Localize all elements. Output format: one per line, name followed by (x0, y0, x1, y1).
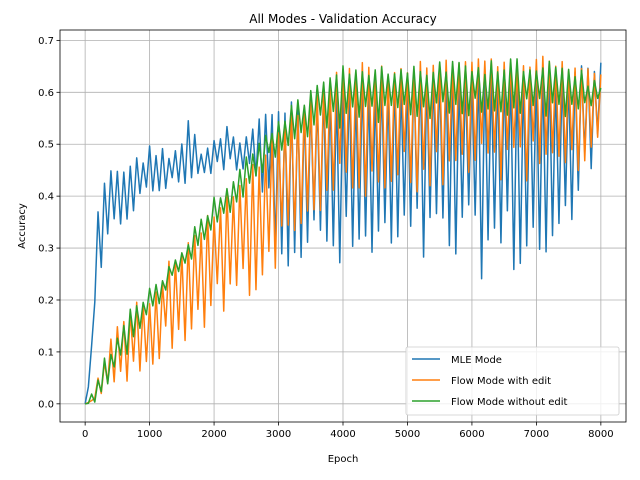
y-tick-label: 0.5 (38, 140, 54, 151)
x-tick-label: 2000 (201, 429, 226, 440)
series-line-2 (85, 58, 602, 405)
legend-box (405, 346, 620, 416)
x-tick-label: 1000 (137, 429, 162, 440)
y-tick-label: 0.4 (38, 192, 54, 203)
y-tick-label: 0.6 (38, 88, 54, 99)
x-tick-label: 0 (82, 429, 88, 440)
x-tick-label: 8000 (588, 429, 613, 440)
chart-title: All Modes - Validation Accuracy (249, 12, 436, 26)
axis-ticks: 0 1000 2000 3000 4000 5000 6000 7000 8000 0.0 0.1 0… (38, 36, 613, 440)
x-tick-label: 7000 (524, 429, 549, 440)
y-tick-label: 0.2 (38, 295, 54, 306)
y-tick-label: 0.3 (38, 244, 54, 255)
legend-label-flow-no-edit: Flow Mode without edit (451, 397, 567, 408)
x-tick-label: 6000 (459, 429, 484, 440)
legend-label-flow-edit: Flow Mode with edit (451, 376, 551, 387)
y-axis-label: Accuracy (17, 203, 28, 249)
x-tick-label: 4000 (330, 429, 355, 440)
x-tick-label: 5000 (395, 429, 420, 440)
y-tick-label: 0.1 (38, 347, 54, 358)
legend-label-mle: MLE Mode (451, 355, 502, 366)
series-layer (84, 55, 602, 405)
x-tick-label: 3000 (266, 429, 291, 440)
y-tick-label: 0.0 (38, 399, 54, 410)
plot-area (84, 55, 602, 405)
legend: MLE Mode Flow Mode with edit Flow Mode w… (405, 346, 620, 416)
y-tick-label: 0.7 (38, 36, 54, 47)
x-axis-label: Epoch (328, 454, 359, 465)
